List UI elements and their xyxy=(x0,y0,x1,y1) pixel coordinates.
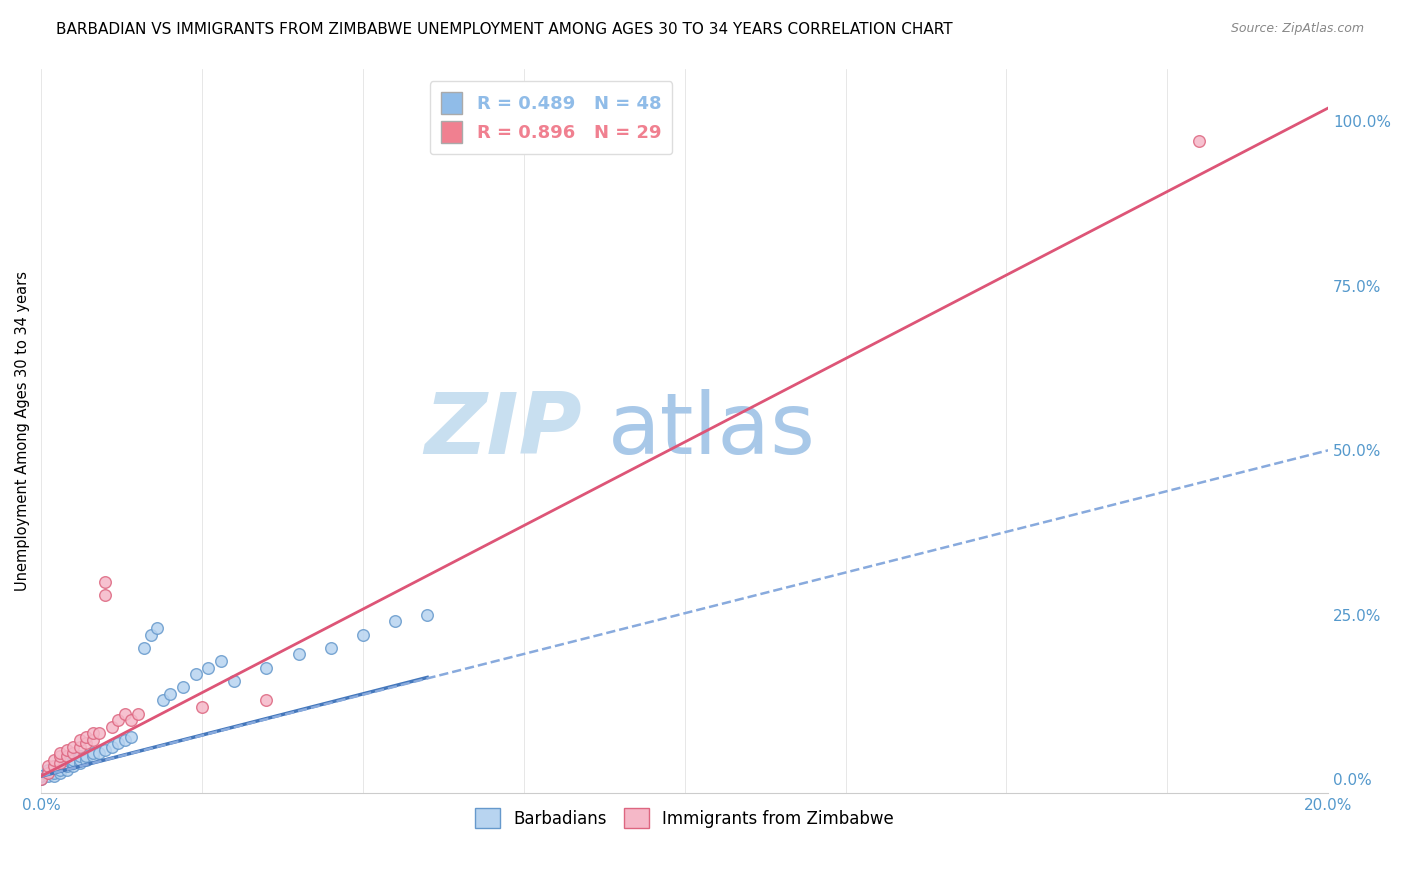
Point xyxy=(82,733,104,747)
Point xyxy=(352,628,374,642)
Point xyxy=(69,749,91,764)
Point xyxy=(37,765,59,780)
Point xyxy=(49,765,72,780)
Point xyxy=(101,720,124,734)
Point xyxy=(87,726,110,740)
Point xyxy=(139,628,162,642)
Point xyxy=(1188,134,1211,148)
Point xyxy=(75,749,97,764)
Point xyxy=(62,746,84,760)
Point xyxy=(75,753,97,767)
Point xyxy=(224,673,246,688)
Point xyxy=(197,660,219,674)
Point xyxy=(132,640,155,655)
Point xyxy=(49,756,72,770)
Point xyxy=(56,756,79,770)
Point xyxy=(49,749,72,764)
Point xyxy=(384,615,406,629)
Legend: Barbadians, Immigrants from Zimbabwe: Barbadians, Immigrants from Zimbabwe xyxy=(468,801,901,835)
Point xyxy=(172,681,194,695)
Text: Source: ZipAtlas.com: Source: ZipAtlas.com xyxy=(1230,22,1364,36)
Point xyxy=(69,756,91,770)
Point xyxy=(319,640,342,655)
Point xyxy=(87,746,110,760)
Point xyxy=(254,693,277,707)
Point xyxy=(42,769,65,783)
Point xyxy=(69,739,91,754)
Point xyxy=(287,648,309,662)
Point xyxy=(62,739,84,754)
Point xyxy=(42,765,65,780)
Point xyxy=(146,621,169,635)
Point xyxy=(114,706,136,721)
Point xyxy=(94,743,117,757)
Point xyxy=(82,726,104,740)
Point xyxy=(30,772,52,787)
Y-axis label: Unemployment Among Ages 30 to 34 years: Unemployment Among Ages 30 to 34 years xyxy=(15,270,30,591)
Point xyxy=(37,759,59,773)
Point xyxy=(62,753,84,767)
Text: atlas: atlas xyxy=(607,389,815,472)
Point xyxy=(69,753,91,767)
Point xyxy=(184,667,207,681)
Point xyxy=(56,763,79,777)
Point xyxy=(49,759,72,773)
Point xyxy=(49,746,72,760)
Point xyxy=(37,765,59,780)
Point xyxy=(94,588,117,602)
Point xyxy=(254,660,277,674)
Point xyxy=(120,713,142,727)
Point xyxy=(152,693,174,707)
Point xyxy=(30,769,52,783)
Point xyxy=(82,746,104,760)
Point xyxy=(62,756,84,770)
Point xyxy=(56,749,79,764)
Point xyxy=(56,759,79,773)
Point xyxy=(107,713,129,727)
Point xyxy=(56,753,79,767)
Point xyxy=(416,607,439,622)
Point xyxy=(30,772,52,787)
Point xyxy=(42,753,65,767)
Point xyxy=(62,759,84,773)
Point xyxy=(209,654,232,668)
Point xyxy=(107,736,129,750)
Text: ZIP: ZIP xyxy=(425,389,582,472)
Point xyxy=(37,763,59,777)
Point xyxy=(101,739,124,754)
Point xyxy=(75,736,97,750)
Point xyxy=(82,749,104,764)
Text: BARBADIAN VS IMMIGRANTS FROM ZIMBABWE UNEMPLOYMENT AMONG AGES 30 TO 34 YEARS COR: BARBADIAN VS IMMIGRANTS FROM ZIMBABWE UN… xyxy=(56,22,953,37)
Point xyxy=(120,730,142,744)
Point xyxy=(42,759,65,773)
Point xyxy=(94,574,117,589)
Point xyxy=(159,687,181,701)
Point xyxy=(191,700,214,714)
Point xyxy=(75,730,97,744)
Point xyxy=(42,759,65,773)
Point xyxy=(69,733,91,747)
Point xyxy=(49,756,72,770)
Point xyxy=(49,763,72,777)
Point xyxy=(114,733,136,747)
Point xyxy=(56,743,79,757)
Point xyxy=(127,706,149,721)
Point xyxy=(37,769,59,783)
